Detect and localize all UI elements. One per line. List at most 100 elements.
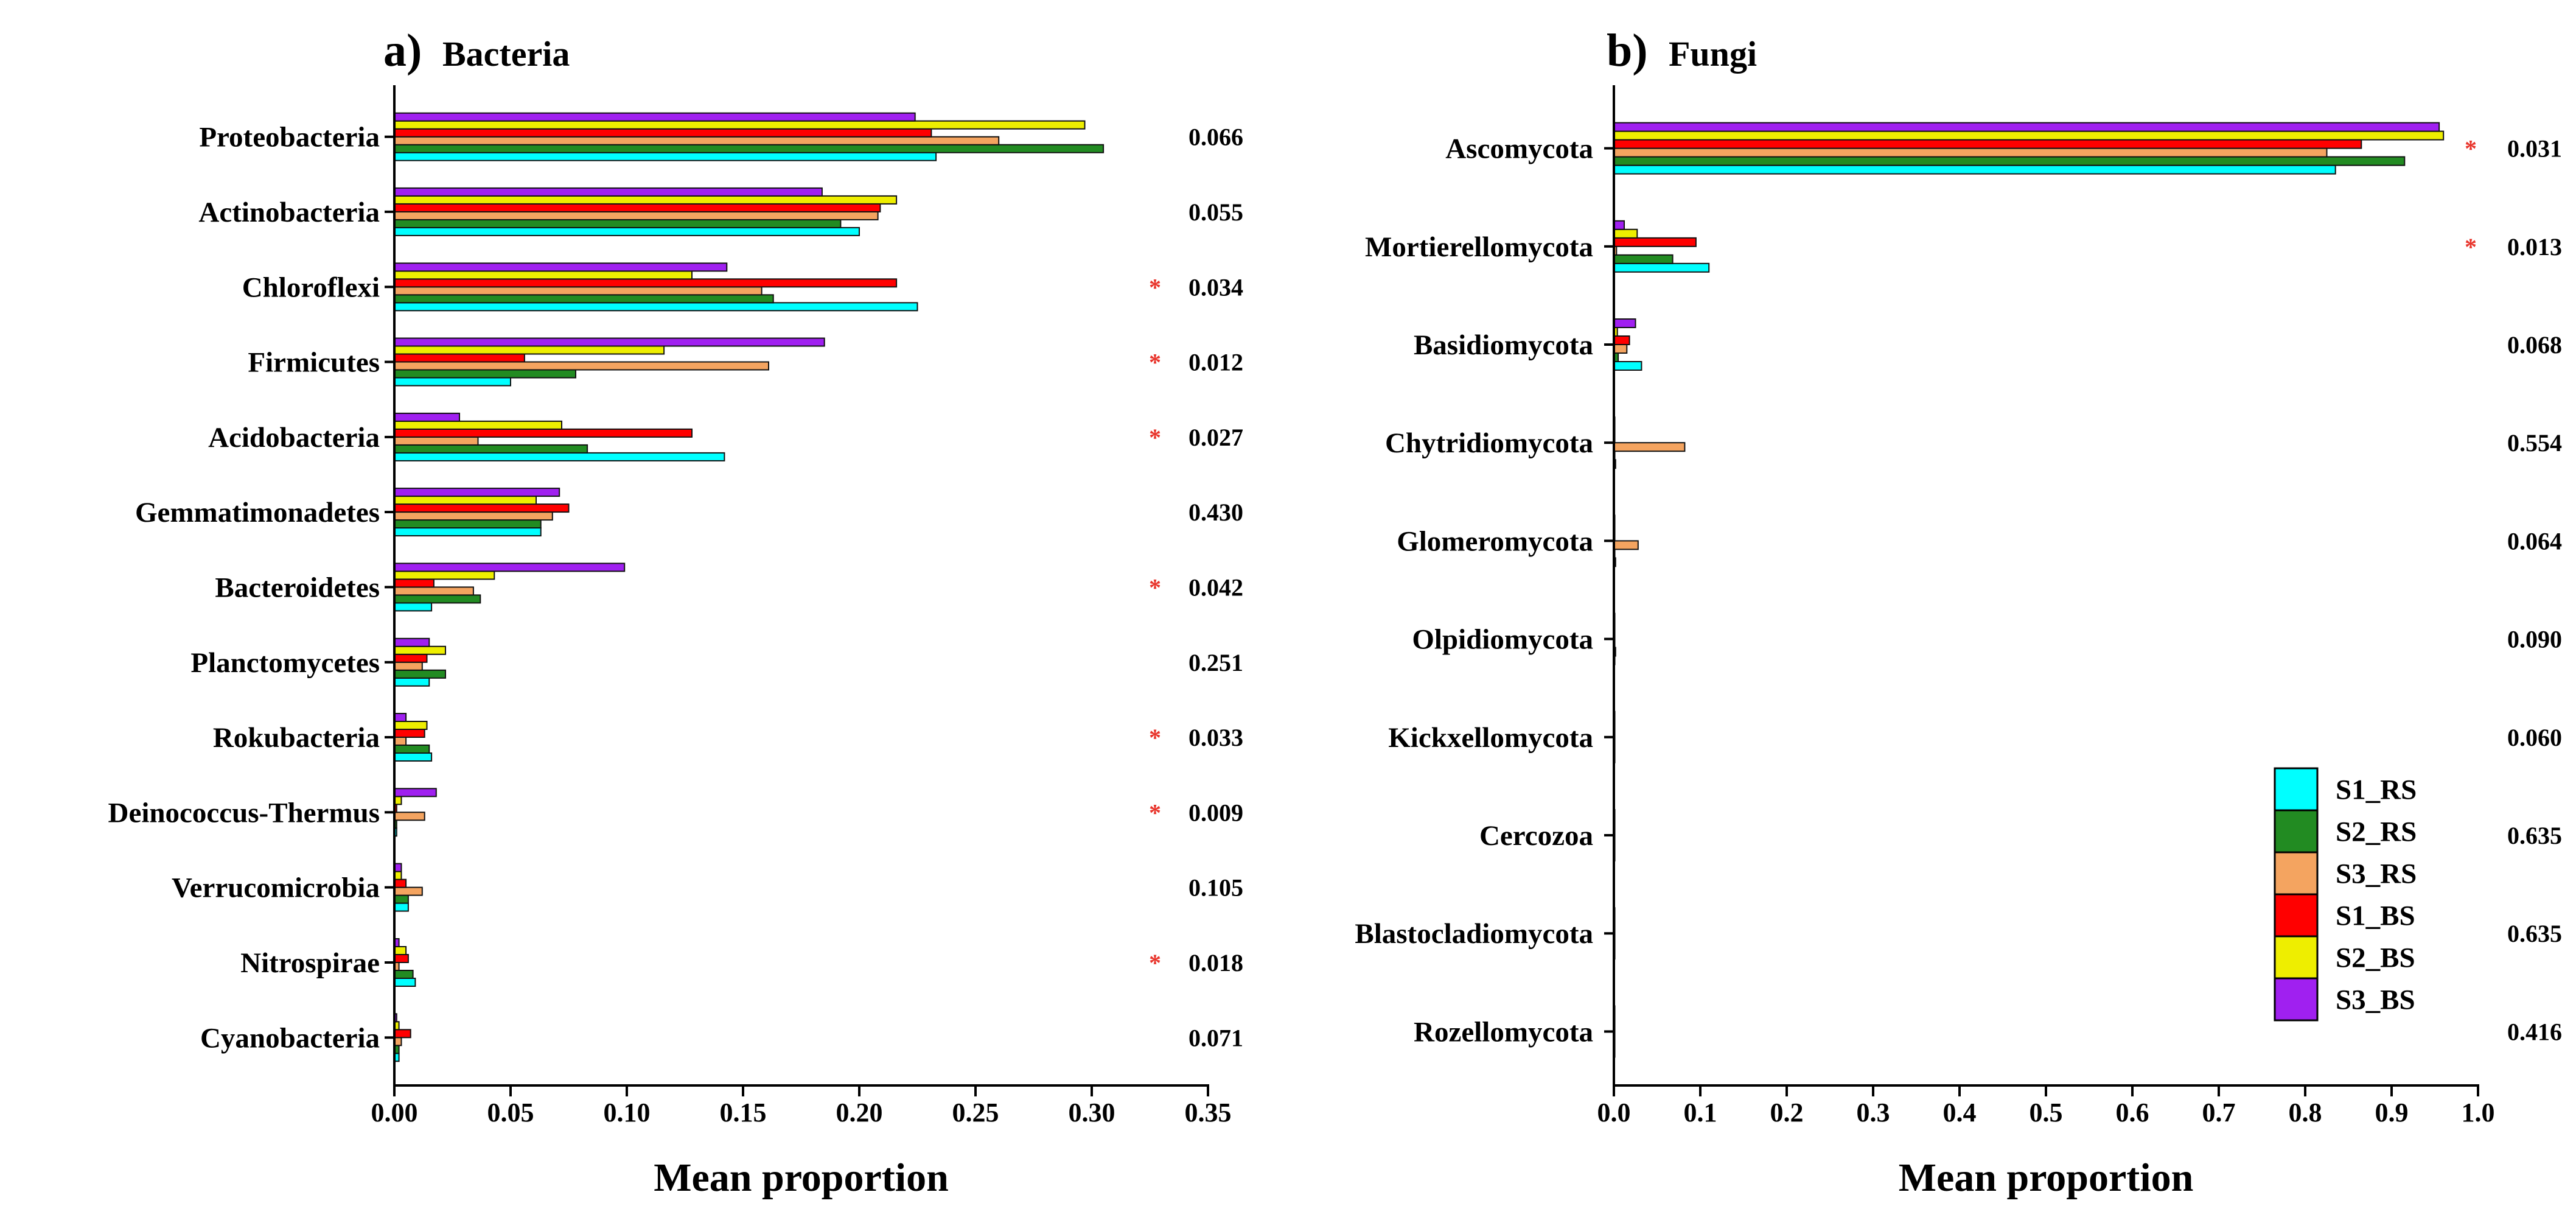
bar-firmicutes-s2_bs	[394, 345, 665, 355]
category-label: Firmicutes	[248, 347, 380, 379]
category-label: Bacteroidetes	[215, 572, 380, 603]
legend-label: S3_BS	[2336, 984, 2415, 1016]
p-value-label: 0.060	[2507, 724, 2562, 751]
p-value-label: 0.416	[2507, 1018, 2562, 1045]
x-tick-label: 0.25	[952, 1098, 999, 1127]
fungi-panel: b) Fungi Ascomycota * 0.031 Mortierellomyco…	[1355, 25, 2562, 1200]
legend-label: S1_RS	[2336, 774, 2417, 806]
significance-star: *	[1149, 724, 1161, 751]
x-tick-label: 0.35	[1185, 1098, 1232, 1127]
category-label: Cyanobacteria	[200, 1022, 380, 1054]
legend-swatch-s1_rs	[2274, 767, 2319, 812]
significance-star: *	[1149, 799, 1161, 826]
bar-mortierellomycota-s3_bs	[1613, 220, 1625, 230]
legend-swatch-s1_bs	[2274, 893, 2319, 938]
bar-mortierellomycota-s1_bs	[1613, 237, 1697, 247]
bar-firmicutes-s1_rs	[394, 377, 511, 387]
legend-label: S1_BS	[2336, 900, 2415, 932]
bar-glomeromycota-s3_rs	[1613, 540, 1639, 550]
category-label: Kickxellomycota	[1388, 722, 1593, 754]
x-tick-label: 1.0	[2462, 1098, 2495, 1127]
x-tick-label: 0.1	[1684, 1098, 1717, 1127]
bar-deinococcus-thermus-s3_bs	[394, 788, 437, 798]
bar-rokubacteria-s3_rs	[394, 737, 407, 746]
p-value-label: 0.027	[1189, 424, 1243, 451]
bar-planctomycetes-s1_rs	[394, 677, 430, 687]
x-tick-label: 0.6	[2116, 1098, 2149, 1127]
bar-firmicutes-s3_bs	[394, 337, 825, 347]
p-value-label: 0.033	[1189, 724, 1243, 751]
bar-rokubacteria-s2_bs	[394, 721, 428, 730]
category-label: Cercozoa	[1479, 820, 1593, 852]
bar-proteobacteria-s2_bs	[394, 120, 1086, 130]
bar-proteobacteria-s1_bs	[394, 128, 932, 138]
bar-bacteroidetes-s2_rs	[394, 594, 481, 604]
p-value-label: 0.554	[2507, 429, 2562, 457]
bar-firmicutes-s3_rs	[394, 361, 769, 371]
bar-chloroflexi-s2_rs	[394, 294, 774, 304]
category-label: Proteobacteria	[199, 122, 380, 153]
bar-planctomycetes-s1_bs	[394, 653, 428, 663]
category-label: Planctomycetes	[190, 647, 380, 679]
panel-a-title: Bacteria	[442, 34, 570, 74]
bar-gemmatimonadetes-s2_bs	[394, 496, 537, 505]
significance-star: *	[1149, 573, 1161, 601]
legend-swatch-s3_bs	[2274, 977, 2319, 1022]
bar-cyanobacteria-s1_bs	[394, 1029, 411, 1039]
bar-rokubacteria-s3_bs	[394, 713, 407, 722]
category-label: Basidiomycota	[1414, 329, 1593, 361]
category-label: Deinococcus-Thermus	[108, 797, 380, 829]
panel-b-title: Fungi	[1669, 34, 1757, 74]
x-tick-label: 0.7	[2202, 1098, 2236, 1127]
legend-label: S2_RS	[2336, 816, 2417, 848]
bar-actinobacteria-s3_bs	[394, 187, 823, 197]
bar-chloroflexi-s1_rs	[394, 302, 918, 312]
bar-gemmatimonadetes-s2_rs	[394, 519, 542, 529]
bar-nitrospirae-s2_rs	[394, 970, 414, 979]
p-value-label: 0.635	[2507, 822, 2562, 849]
bar-actinobacteria-s2_bs	[394, 195, 898, 205]
legend-swatch-s2_bs	[2274, 935, 2319, 980]
x-tick-label: 0.05	[487, 1098, 534, 1127]
x-axis-title: Mean proportion	[1899, 1155, 2194, 1200]
bar-gemmatimonadetes-s1_bs	[394, 503, 570, 513]
x-axis-title: Mean proportion	[654, 1155, 949, 1200]
x-tick-label: 0.15	[720, 1098, 767, 1127]
x-tick-label: 0.0	[1597, 1098, 1631, 1127]
p-value-label: 0.031	[2507, 135, 2562, 163]
bar-verrucomicrobia-s1_bs	[394, 878, 407, 888]
bar-acidobacteria-s1_rs	[394, 452, 725, 461]
bar-rokubacteria-s1_rs	[394, 752, 433, 762]
significance-star: *	[1149, 424, 1161, 451]
p-value-label: 0.013	[2507, 233, 2562, 261]
bar-firmicutes-s1_bs	[394, 353, 525, 363]
category-label: Olpidiomycota	[1412, 624, 1593, 656]
legend-swatch-s3_rs	[2274, 851, 2319, 896]
x-tick-label: 0.30	[1069, 1098, 1115, 1127]
category-label: Verrucomicrobia	[172, 872, 380, 904]
bar-ascomycota-s2_rs	[1613, 156, 2406, 166]
legend: S1_RS S2_RS S3_RS S1_BS S2_BS S3_BS	[2274, 767, 2417, 1022]
p-value-label: 0.064	[2507, 527, 2562, 555]
x-tick-label: 0.10	[604, 1098, 651, 1127]
bar-basidiomycota-s3_bs	[1613, 318, 1636, 328]
bar-chloroflexi-s3_rs	[394, 286, 763, 296]
bar-gemmatimonadetes-s1_rs	[394, 527, 542, 537]
p-value-label: 0.055	[1189, 198, 1243, 226]
bar-acidobacteria-s1_bs	[394, 428, 693, 438]
bar-nitrospirae-s1_bs	[394, 954, 409, 963]
category-label: Nitrospirae	[240, 947, 380, 979]
p-value-label: 0.430	[1189, 499, 1243, 526]
p-value-label: 0.071	[1189, 1024, 1243, 1051]
category-label: Rozellomycota	[1414, 1016, 1593, 1048]
bar-mortierellomycota-s2_rs	[1613, 254, 1674, 264]
bar-ascomycota-s3_bs	[1613, 122, 2440, 132]
legend-label: S3_RS	[2336, 858, 2417, 890]
x-tick-label: 0.5	[2030, 1098, 2063, 1127]
category-label: Glomeromycota	[1397, 525, 1593, 557]
bar-chloroflexi-s1_bs	[394, 278, 898, 288]
bar-bacteroidetes-s2_bs	[394, 570, 495, 580]
bar-mortierellomycota-s2_bs	[1613, 228, 1638, 239]
significance-star: *	[1149, 349, 1161, 376]
